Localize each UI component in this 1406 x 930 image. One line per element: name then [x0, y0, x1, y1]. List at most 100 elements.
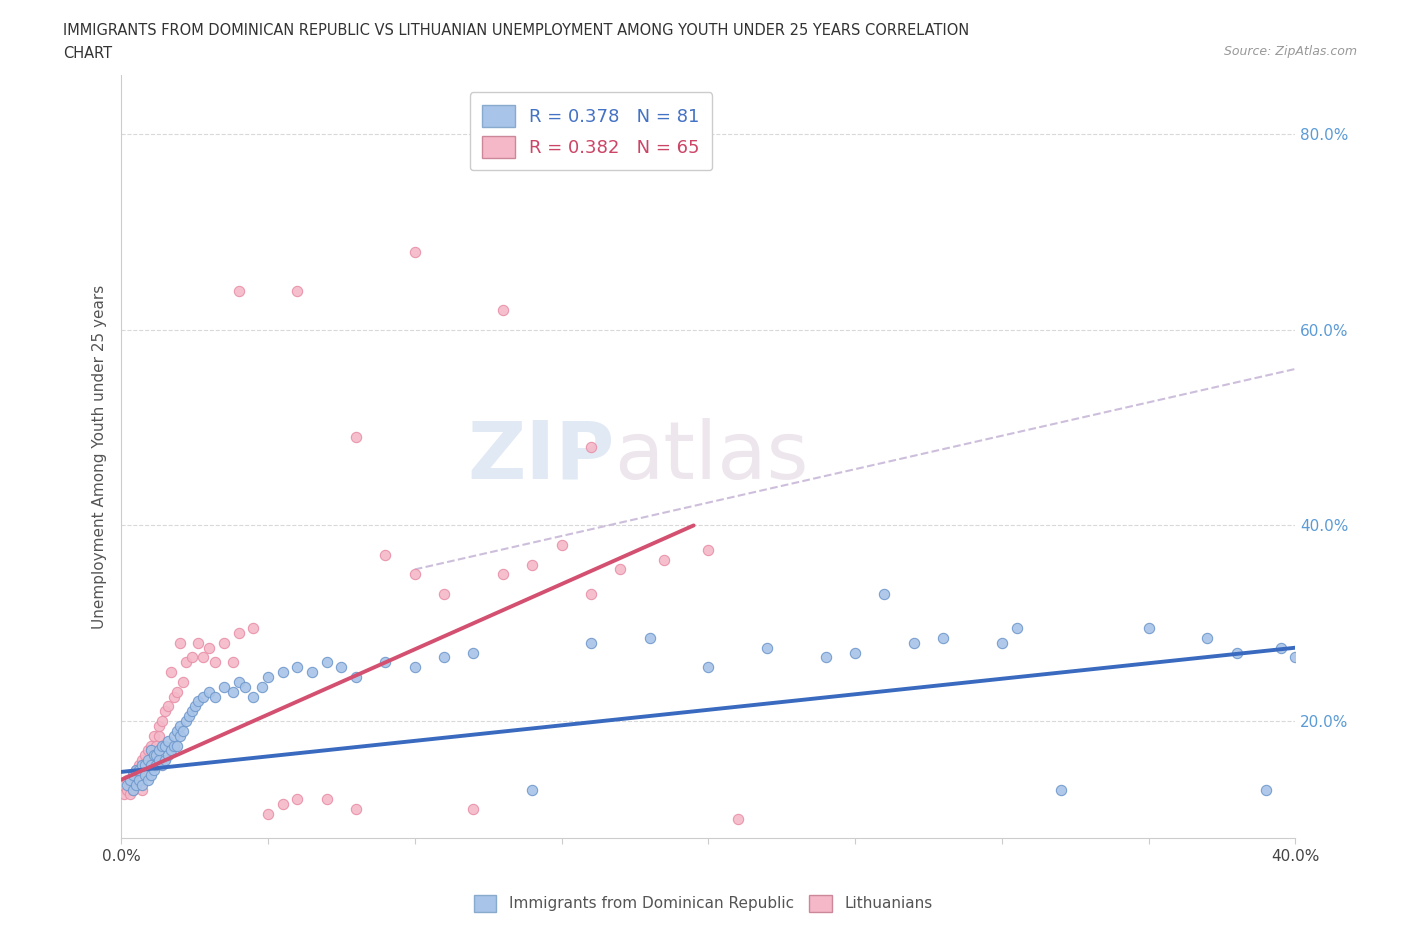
- Point: [609, 562, 631, 577]
- Point: [222, 655, 245, 670]
- Point: [139, 738, 162, 753]
- Point: [142, 763, 165, 777]
- Point: [204, 689, 226, 704]
- Point: [166, 684, 188, 699]
- Point: [128, 772, 150, 787]
- Point: [139, 758, 162, 773]
- Point: [155, 752, 177, 767]
- Point: [125, 777, 148, 792]
- Text: ZIP: ZIP: [467, 418, 614, 496]
- Point: [344, 802, 367, 817]
- Point: [579, 440, 602, 455]
- Point: [1270, 640, 1292, 655]
- Point: [172, 674, 194, 689]
- Point: [404, 567, 426, 582]
- Point: [134, 758, 156, 773]
- Text: IMMIGRANTS FROM DOMINICAN REPUBLIC VS LITHUANIAN UNEMPLOYMENT AMONG YOUTH UNDER : IMMIGRANTS FROM DOMINICAN REPUBLIC VS LI…: [63, 23, 970, 38]
- Point: [257, 670, 280, 684]
- Point: [174, 713, 197, 728]
- Point: [180, 704, 202, 719]
- Point: [579, 635, 602, 650]
- Point: [131, 758, 153, 773]
- Point: [134, 767, 156, 782]
- Point: [118, 772, 141, 787]
- Point: [193, 650, 215, 665]
- Point: [139, 743, 162, 758]
- Point: [157, 733, 180, 748]
- Point: [166, 738, 188, 753]
- Point: [139, 758, 162, 773]
- Point: [145, 738, 167, 753]
- Point: [160, 743, 183, 758]
- Point: [212, 635, 235, 650]
- Point: [125, 763, 148, 777]
- Point: [163, 689, 186, 704]
- Point: [122, 782, 145, 797]
- Point: [404, 244, 426, 259]
- Point: [155, 738, 177, 753]
- Point: [374, 548, 396, 563]
- Point: [122, 782, 145, 797]
- Point: [148, 719, 170, 734]
- Point: [301, 665, 323, 680]
- Point: [522, 782, 544, 797]
- Point: [271, 665, 294, 680]
- Point: [163, 728, 186, 743]
- Point: [579, 587, 602, 602]
- Point: [169, 728, 191, 743]
- Point: [157, 748, 180, 763]
- Point: [492, 303, 515, 318]
- Point: [115, 777, 138, 792]
- Point: [652, 552, 675, 567]
- Point: [433, 650, 456, 665]
- Point: [242, 620, 264, 635]
- Point: [271, 797, 294, 812]
- Point: [315, 791, 337, 806]
- Point: [1254, 782, 1277, 797]
- Y-axis label: Unemployment Among Youth under 25 years: Unemployment Among Youth under 25 years: [93, 285, 107, 629]
- Point: [873, 587, 896, 602]
- Point: [697, 542, 720, 557]
- Point: [814, 650, 837, 665]
- Point: [374, 655, 396, 670]
- Point: [315, 655, 337, 670]
- Point: [122, 767, 145, 782]
- Point: [932, 631, 955, 645]
- Point: [285, 284, 308, 299]
- Point: [125, 763, 148, 777]
- Point: [404, 659, 426, 674]
- Point: [134, 748, 156, 763]
- Point: [198, 640, 221, 655]
- Point: [1137, 620, 1160, 635]
- Point: [198, 684, 221, 699]
- Text: atlas: atlas: [614, 418, 808, 496]
- Point: [492, 567, 515, 582]
- Point: [212, 680, 235, 695]
- Point: [115, 782, 138, 797]
- Point: [169, 719, 191, 734]
- Legend: R = 0.378   N = 81, R = 0.382   N = 65: R = 0.378 N = 81, R = 0.382 N = 65: [470, 92, 713, 170]
- Point: [118, 772, 141, 787]
- Point: [128, 772, 150, 787]
- Point: [136, 743, 159, 758]
- Point: [250, 680, 273, 695]
- Point: [172, 724, 194, 738]
- Point: [145, 758, 167, 773]
- Point: [242, 689, 264, 704]
- Point: [128, 758, 150, 773]
- Point: [169, 635, 191, 650]
- Legend: Immigrants from Dominican Republic, Lithuanians: Immigrants from Dominican Republic, Lith…: [467, 889, 939, 918]
- Point: [118, 787, 141, 802]
- Point: [163, 738, 186, 753]
- Text: CHART: CHART: [63, 46, 112, 61]
- Point: [257, 806, 280, 821]
- Point: [228, 284, 250, 299]
- Point: [727, 812, 749, 827]
- Point: [142, 728, 165, 743]
- Point: [233, 680, 256, 695]
- Point: [285, 791, 308, 806]
- Point: [1284, 650, 1306, 665]
- Point: [222, 684, 245, 699]
- Point: [150, 738, 173, 753]
- Point: [991, 635, 1014, 650]
